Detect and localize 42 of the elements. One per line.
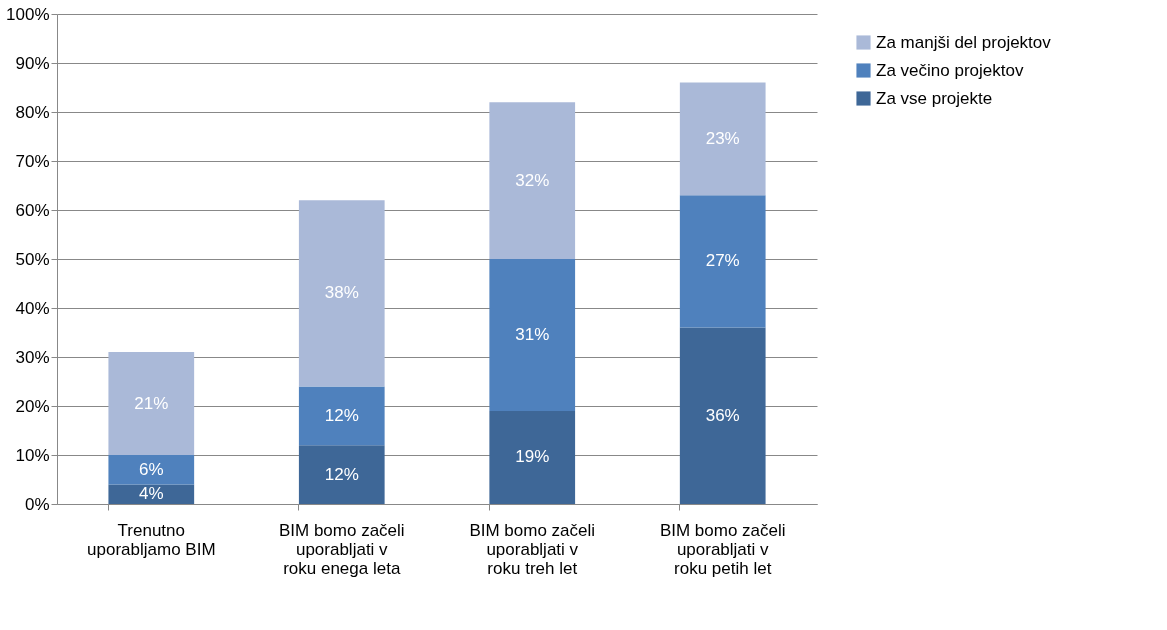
y-tick-label: 50% [15,249,50,269]
bar [679,195,766,328]
bar [108,455,195,485]
y-tick-label: 90% [15,53,50,73]
legend-label: Za manjši del projektov [876,32,1052,52]
data-label: 12% [324,464,359,484]
bar [298,386,385,446]
y-tick-label: 30% [15,347,50,367]
data-label: 21% [134,393,169,413]
y-tick-label: 0% [24,494,50,514]
data-label: 23% [705,128,740,148]
y-tick-label: 60% [15,200,50,220]
bar [489,410,576,504]
x-tick-label: BIM bomo začeli uporabljati v roku petih let [659,520,786,578]
data-label: 38% [324,283,359,303]
x-tick-label: Trenutno uporabljamo BIM [87,520,216,559]
bar [679,82,766,196]
x-tick-label: BIM bomo začeli uporabljati v roku enega leta [278,520,405,578]
data-label: 6% [139,459,164,479]
bar [108,352,195,455]
data-label: 27% [705,251,740,271]
bar [108,484,195,504]
bar [298,445,385,504]
data-label: 32% [515,170,550,190]
y-tick-label: 20% [15,396,50,416]
data-label: 36% [705,405,740,425]
bar [489,259,576,411]
y-tick-label: 10% [15,445,50,465]
bar [679,327,766,504]
y-tick-label: 100% [6,4,50,24]
y-tick-label: 80% [15,102,50,122]
y-tick-label: 40% [15,298,50,318]
data-label: 12% [324,405,359,425]
bar [298,200,385,387]
legend-label: Za večino projektov [876,60,1024,80]
bar [489,102,576,259]
y-tick-label: 70% [15,151,50,171]
data-label: 31% [515,324,550,344]
data-label: 19% [515,447,550,467]
x-tick-label: BIM bomo začeli uporabljati v roku treh let [469,520,596,578]
legend-label: Za vse projekte [876,88,993,108]
data-label: 4% [139,484,164,504]
